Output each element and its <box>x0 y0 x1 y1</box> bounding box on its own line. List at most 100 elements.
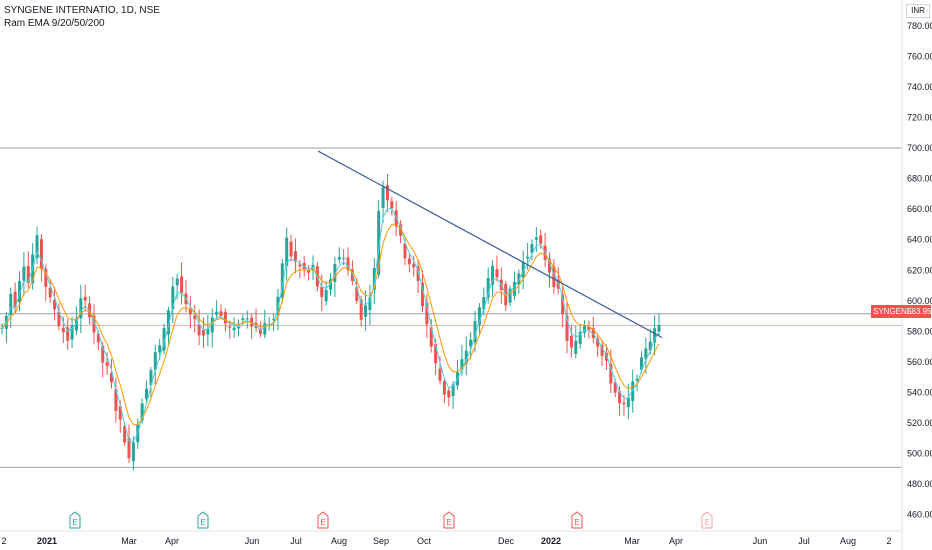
candle-body <box>631 381 635 402</box>
time-tick-label: Aug <box>840 536 856 546</box>
candle-body <box>215 311 219 315</box>
candle-body <box>13 291 17 308</box>
candle-body <box>48 287 52 298</box>
candle-body <box>613 382 617 393</box>
earnings-marker: E <box>571 511 583 529</box>
candle-body <box>626 397 630 408</box>
candle-body <box>197 324 201 336</box>
candle-body <box>158 345 162 353</box>
price-tick-label: 620.00 <box>907 265 932 275</box>
earnings-marker-label: E <box>72 518 77 527</box>
time-tick-label: Apr <box>165 536 179 546</box>
candle-body <box>293 251 297 262</box>
time-tick-label: 2021 <box>37 536 57 546</box>
candle-body <box>250 317 254 327</box>
candle-body <box>324 289 328 302</box>
candle-body <box>508 288 512 303</box>
price-tick-label: 640.00 <box>907 235 932 245</box>
time-tick-label: Mar <box>624 536 640 546</box>
candle-body <box>390 201 394 209</box>
candle-body <box>18 281 22 303</box>
candle-body <box>359 299 363 320</box>
price-tick-label: 480.00 <box>907 479 932 489</box>
candle-body <box>166 310 170 335</box>
candle-body <box>145 388 149 399</box>
candle-body <box>372 267 376 290</box>
candle-body <box>66 327 70 341</box>
earnings-marker-shape <box>317 511 329 529</box>
candle-body <box>35 235 39 258</box>
candle-body <box>486 278 490 298</box>
candle-body <box>44 268 48 287</box>
indicator-title[interactable]: Ram EMA 9/20/50/200 <box>4 18 105 29</box>
candle-body <box>565 315 569 341</box>
price-tick-label: 500.00 <box>907 449 932 459</box>
candle-body <box>574 340 578 354</box>
candle-body <box>140 403 144 421</box>
candle-body <box>70 325 74 340</box>
candle-body <box>425 302 429 325</box>
time-tick-label: Jul <box>290 536 302 546</box>
candle-body <box>653 328 657 343</box>
candle-body <box>530 244 534 254</box>
candle-body <box>495 269 499 278</box>
price-tag-value: 583.95 <box>907 307 932 316</box>
time-tick-label: 2 <box>886 536 891 546</box>
currency-label[interactable]: INR <box>906 4 930 18</box>
candle-body <box>442 381 446 395</box>
candle-body <box>193 315 197 320</box>
candle-body <box>587 326 591 330</box>
candle-body <box>298 264 302 267</box>
price-tick-label: 520.00 <box>907 418 932 428</box>
candle-body <box>346 257 350 271</box>
candle-body <box>258 329 262 334</box>
symbol-title[interactable]: SYNGENE INTERNATIO, 1D, NSE <box>4 5 160 16</box>
candle-body <box>473 321 477 343</box>
price-tick-label: 600.00 <box>907 296 932 306</box>
candle-body <box>110 373 113 383</box>
candle-body <box>61 327 65 333</box>
time-tick-label: 2022 <box>541 536 561 546</box>
candle-body <box>447 390 451 398</box>
candle-body <box>175 278 179 286</box>
earnings-marker: E <box>443 511 455 529</box>
candle-body <box>101 345 105 363</box>
candle-body <box>79 298 83 319</box>
time-tick-label: 2 <box>1 536 6 546</box>
candle-body <box>241 318 245 321</box>
candle-body <box>604 352 608 361</box>
earnings-marker-label: E <box>704 518 709 527</box>
price-tick-label: 540.00 <box>907 387 932 397</box>
candle-body <box>188 308 192 315</box>
candle-body <box>0 327 4 329</box>
candle-body <box>201 329 205 336</box>
candle-body <box>92 315 96 333</box>
candle-body <box>596 338 600 347</box>
trendline <box>317 150 663 339</box>
candle-body <box>83 296 87 301</box>
candle-body <box>399 224 403 236</box>
candle-body <box>26 266 30 283</box>
candle-body <box>464 350 468 364</box>
price-tick-label: 740.00 <box>907 82 932 92</box>
candle-body <box>320 286 324 297</box>
price-tick-label: 460.00 <box>907 510 932 520</box>
price-tick-label: 700.00 <box>907 143 932 153</box>
candle-body <box>263 323 267 335</box>
earnings-marker-label: E <box>320 518 325 527</box>
candle-body <box>114 389 118 411</box>
candle-body <box>355 287 359 301</box>
candle-body <box>403 243 407 259</box>
candle-body <box>9 293 13 316</box>
candle-body <box>180 276 184 294</box>
earnings-marker-shape <box>443 511 455 529</box>
candle-body <box>434 344 438 364</box>
candle-body <box>350 269 354 281</box>
earnings-marker: E <box>69 511 81 529</box>
candle-body <box>22 266 26 281</box>
candle-body <box>228 326 232 328</box>
price-tick-label: 660.00 <box>907 204 932 214</box>
candle-body <box>451 384 455 397</box>
